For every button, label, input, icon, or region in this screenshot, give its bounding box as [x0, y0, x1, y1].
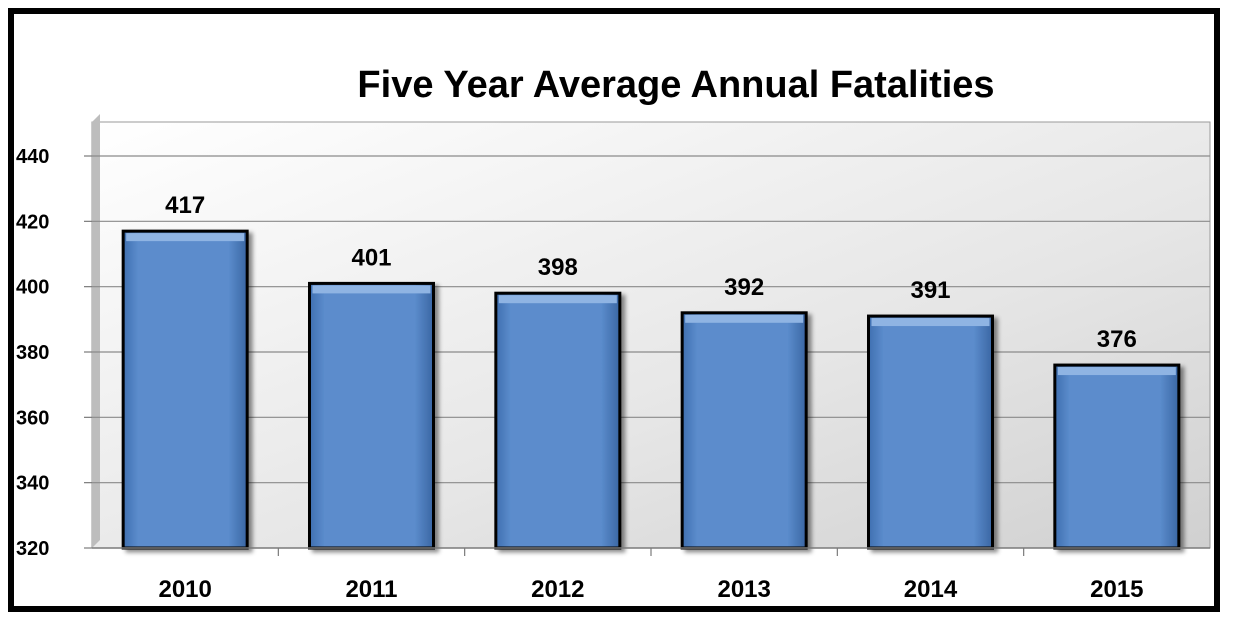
bar-top-highlight — [685, 314, 804, 323]
data-labels: 417 401 398 392 391 376 — [165, 192, 1137, 353]
bar-top-highlight — [312, 285, 431, 294]
data-label: 417 — [165, 192, 205, 219]
bar-2011 — [308, 281, 435, 550]
bar-top-highlight — [1057, 367, 1176, 376]
x-category-label: 2014 — [904, 576, 958, 603]
plot-area-side — [92, 114, 100, 548]
y-tick-label: 420 — [16, 211, 49, 233]
y-tick-label: 400 — [16, 277, 49, 299]
bar-body — [1053, 363, 1181, 550]
gridlines — [92, 155, 1210, 484]
data-label: 398 — [538, 254, 578, 281]
y-tick-label: 340 — [16, 473, 49, 495]
y-axis-ticks: 320 340 360 380 400 420 440 — [16, 146, 92, 560]
bar-top-highlight — [498, 295, 617, 304]
x-category-label: 2010 — [158, 576, 211, 603]
data-label: 391 — [910, 277, 950, 304]
bar-2013 — [680, 311, 808, 550]
bar-body — [867, 314, 994, 550]
bar-2015 — [1053, 363, 1181, 550]
x-category-label: 2011 — [345, 576, 397, 603]
x-category-label: 2013 — [717, 576, 770, 603]
data-label: 376 — [1097, 326, 1137, 353]
data-label: 392 — [724, 274, 764, 301]
y-tick-label: 320 — [16, 538, 49, 560]
chart-title: Five Year Average Annual Fatalities — [357, 64, 994, 106]
bar-top-highlight — [871, 318, 990, 327]
x-axis-categories: 2010 2011 2012 2013 2014 2015 — [158, 548, 1144, 603]
bar-body — [680, 311, 808, 550]
bar-2010 — [121, 229, 249, 550]
x-category-label: 2012 — [531, 576, 584, 603]
bar-2014 — [867, 314, 994, 550]
y-tick-label: 440 — [16, 146, 49, 168]
bar-top-highlight — [126, 233, 245, 242]
x-category-label: 2015 — [1090, 576, 1143, 603]
data-label: 401 — [351, 244, 391, 271]
bars — [121, 229, 1181, 550]
y-tick-label: 380 — [16, 342, 49, 364]
bar-body — [308, 281, 435, 550]
bar-body — [121, 229, 249, 550]
y-tick-label: 360 — [16, 407, 49, 429]
bar-body — [494, 291, 622, 550]
plot-area-back — [91, 121, 1211, 549]
bar-2012 — [494, 291, 622, 550]
